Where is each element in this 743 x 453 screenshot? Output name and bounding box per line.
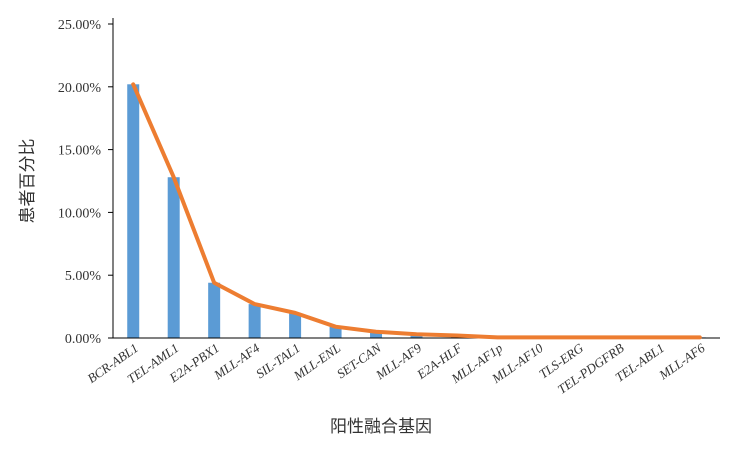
- bar: [127, 84, 140, 339]
- y-tick-label: 25.00%: [58, 18, 102, 33]
- y-tick-label: 10.00%: [58, 206, 102, 221]
- bar: [248, 304, 261, 338]
- y-tick-label: 15.00%: [58, 144, 102, 159]
- bar: [167, 177, 180, 338]
- bar: [370, 331, 383, 338]
- line: [131, 82, 702, 340]
- bar: [208, 282, 221, 338]
- y-tick-label: 5.00%: [65, 269, 102, 284]
- y-tick-label: 20.00%: [58, 81, 102, 96]
- x-axis-title: 阳性融合基因: [330, 417, 432, 437]
- y-axis-title: 患者百分比: [18, 139, 38, 224]
- x-tick-label: MLL-AF6: [655, 340, 707, 383]
- x-tick-label: MLL-AF9: [372, 340, 424, 383]
- x-tick-label: MLL-AF4: [210, 340, 262, 383]
- bar: [289, 312, 302, 338]
- y-tick-label: 0.00%: [65, 332, 102, 347]
- bar: [329, 326, 342, 338]
